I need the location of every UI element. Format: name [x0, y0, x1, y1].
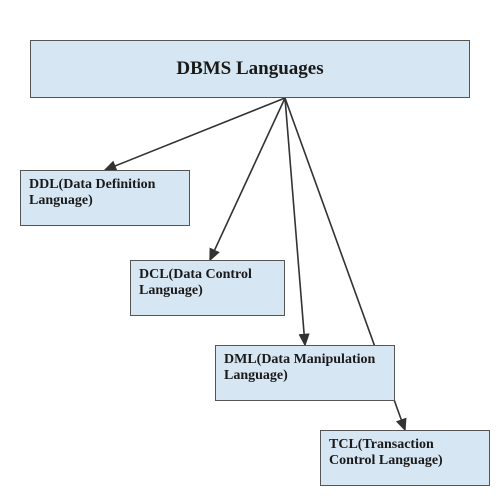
child-node-tcl: TCL(Transaction Control Language): [320, 430, 490, 486]
edge-to-ddl: [105, 98, 285, 170]
root-label: DBMS Languages: [176, 58, 323, 80]
child-node-dml: DML(Data Manipulation Language): [215, 345, 395, 401]
tcl-label: TCL(Transaction Control Language): [329, 437, 443, 468]
ddl-label: DDL(Data Definition Language): [29, 177, 155, 208]
child-node-ddl: DDL(Data Definition Language): [20, 170, 190, 226]
edge-to-dml: [285, 98, 305, 345]
child-node-dcl: DCL(Data Control Language): [130, 260, 285, 316]
root-node: DBMS Languages: [30, 40, 470, 98]
dml-label: DML(Data Manipulation Language): [224, 352, 375, 383]
edge-to-dcl: [210, 98, 285, 260]
dcl-label: DCL(Data Control Language): [139, 267, 252, 298]
diagram-canvas: DBMS Languages DDL(Data Definition Langu…: [0, 0, 500, 500]
